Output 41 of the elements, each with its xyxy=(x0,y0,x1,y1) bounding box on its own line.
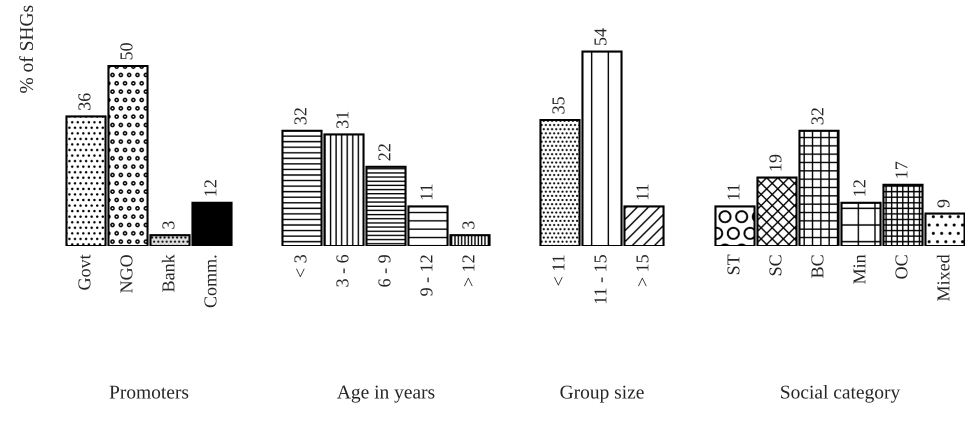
x-tick-label: Govt xyxy=(78,254,91,290)
data-label: 54 xyxy=(594,28,607,45)
x-tick-label: 3 - 6 xyxy=(336,254,349,287)
x-tick-label: > 15 xyxy=(636,255,649,286)
x-tick-label: ST xyxy=(727,254,740,274)
x-tick-label: 9 - 12 xyxy=(420,255,433,296)
x-tick-label: < 11 xyxy=(552,255,564,286)
x-tick-label: Bank xyxy=(162,254,175,292)
x-tick-label: Comm. xyxy=(204,256,217,308)
x-tick-label: SC xyxy=(769,255,782,276)
x-tick-label: BC xyxy=(811,255,824,278)
x-tick-label: > 12 xyxy=(462,255,474,286)
x-tick-label: Mixed xyxy=(936,254,950,301)
data-label: 36 xyxy=(78,93,91,110)
x-axis-title: Social category xyxy=(781,385,900,403)
x-tick-label: OC xyxy=(895,255,908,279)
data-label: 9 xyxy=(937,200,950,208)
data-label: 22 xyxy=(378,144,390,160)
data-label: 3 xyxy=(462,221,475,229)
x-axis-title: Age in years xyxy=(337,386,434,403)
data-label: 35 xyxy=(552,97,565,114)
data-label: 31 xyxy=(336,112,349,128)
data-label: 11 xyxy=(636,184,648,200)
data-label: 12 xyxy=(204,180,216,196)
x-tick-label: Min xyxy=(853,254,866,284)
data-label: 19 xyxy=(769,154,782,170)
x-axis-title: Promoters xyxy=(110,386,188,399)
x-tick-label: < 3 xyxy=(294,255,307,278)
data-label: 17 xyxy=(895,162,908,178)
data-label: 11 xyxy=(727,184,740,200)
data-label: 32 xyxy=(811,108,824,124)
y-axis-title: % of SHGs xyxy=(19,6,34,93)
x-tick-label: 11 - 15 xyxy=(594,255,607,304)
data-label: 32 xyxy=(294,108,307,124)
data-label: 11 xyxy=(420,184,432,200)
data-label: 12 xyxy=(853,180,866,196)
data-label: 50 xyxy=(120,43,133,60)
x-tick-label: 6 - 9 xyxy=(378,255,391,287)
data-label: 3 xyxy=(162,221,175,229)
x-axis-title: Group size xyxy=(560,386,644,403)
x-tick-label: NGO xyxy=(120,255,133,293)
